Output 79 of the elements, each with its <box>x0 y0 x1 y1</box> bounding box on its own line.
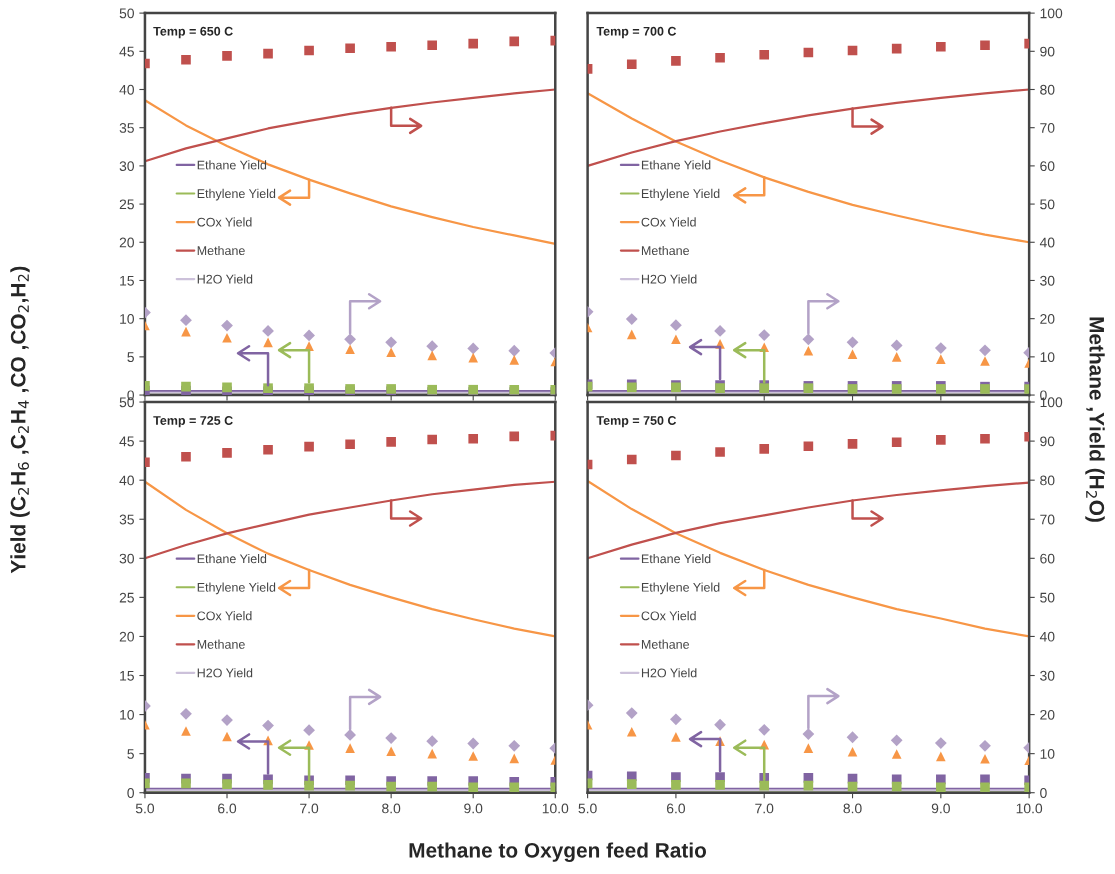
y2-tick-label: 90 <box>1040 46 1055 57</box>
y2-tick-label: 60 <box>1040 161 1055 172</box>
legend-label: H2O Yield <box>641 274 697 284</box>
y-tick-label: 20 <box>119 631 134 642</box>
x-tick-label: 10.0 <box>1016 803 1043 814</box>
x-tick-label: 6.0 <box>666 803 686 814</box>
y2-tick-label: 10 <box>1040 748 1055 759</box>
y-tick-label: 35 <box>119 123 134 133</box>
legend-label: Methane <box>641 639 690 649</box>
y2-tick-label: 10 <box>1040 352 1055 363</box>
y2-tick-label: 0 <box>1040 788 1047 798</box>
x-tick-label: 6.0 <box>218 803 237 814</box>
y2-tick-label: 20 <box>1040 313 1055 324</box>
text: Temp = 725 C <box>153 416 233 428</box>
y2-tick-label: 80 <box>1040 84 1055 95</box>
x-tick-label: 5.0 <box>578 803 597 814</box>
y-tick-label: 5 <box>127 352 134 363</box>
y-tick-label: 5 <box>127 749 134 759</box>
y2-tick-label: 60 <box>1040 553 1055 564</box>
legend-label: Methane <box>641 245 690 256</box>
legend-label: H2O Yield <box>197 668 253 678</box>
legend-label: Ethane Yield <box>197 554 267 564</box>
y2-tick-label: 20 <box>1040 709 1055 720</box>
x-tick-label: 7.0 <box>300 803 319 814</box>
y2-tick-label: 40 <box>1039 237 1055 248</box>
y2-tick-label: 70 <box>1040 123 1055 133</box>
y-tick-label: 30 <box>119 161 134 172</box>
x-tick-label: 8.0 <box>843 803 862 814</box>
y2-tick-label: 70 <box>1040 514 1055 525</box>
y2-tick-label: 50 <box>1040 199 1055 210</box>
y-tick-label: 30 <box>119 553 134 564</box>
y2-tick-label: 40 <box>1039 631 1055 642</box>
y-tick-label: 40 <box>119 475 134 486</box>
y2-tick-label: 80 <box>1040 475 1055 486</box>
legend-label: Methane <box>197 639 245 649</box>
y-tick-label: 10 <box>120 313 134 324</box>
y-tick-label: 45 <box>119 436 134 447</box>
text: Temp = 750 C <box>596 416 677 428</box>
legend-label: Methane <box>197 245 245 256</box>
legend-label: Ethylene Yield <box>197 188 276 201</box>
legend-label: COx Yield <box>197 611 252 621</box>
legend-label: COx Yield <box>641 611 696 621</box>
text: Temp = 650 C <box>153 26 233 39</box>
legend-label: COx Yield <box>641 217 696 227</box>
y-tick-label: 35 <box>119 514 134 525</box>
y-tick-label: 25 <box>119 199 134 210</box>
x-axis-title: Methane to Oxygen feed Ratio <box>409 842 707 862</box>
legend-label: Ethylene Yield <box>197 582 276 595</box>
y-tick-label: 40 <box>119 84 134 95</box>
y2-tick-label: 100 <box>1040 8 1063 19</box>
legend-label: H2O Yield <box>641 668 697 678</box>
x-tick-label: 9.0 <box>464 803 483 814</box>
legend-label: Ethylene Yield <box>641 188 720 201</box>
x-tick-label: 5.0 <box>135 803 155 814</box>
legend-label: Ethane Yield <box>641 554 711 564</box>
y2-tick-label: 90 <box>1040 436 1055 447</box>
y2-tick-label: 30 <box>1040 670 1055 681</box>
legend-label: Ethane Yield <box>641 160 711 170</box>
y-tick-label: 0 <box>127 788 134 798</box>
x-tick-label: 8.0 <box>382 803 401 814</box>
y-tick-label: 45 <box>119 46 134 57</box>
x-tick-label: 10.0 <box>542 803 569 814</box>
x-tick-label: 9.0 <box>931 803 950 814</box>
x-tick-label: 7.0 <box>755 803 774 814</box>
legend-label: H2O Yield <box>197 274 253 284</box>
legend-label: Ethylene Yield <box>641 582 720 595</box>
y-tick-label: 50 <box>119 8 134 19</box>
y-tick-label: 10 <box>120 709 134 720</box>
y-tick-label: 25 <box>119 592 134 603</box>
legend-label: Ethane Yield <box>197 160 267 170</box>
y2-tick-label: 30 <box>1040 275 1055 286</box>
y-tick-label: 20 <box>119 237 134 248</box>
y2-tick-label: 50 <box>1040 592 1055 603</box>
text: Temp = 700 C <box>596 26 677 39</box>
y2-axis-title: Methane ,Yield (H$_{2}$O) <box>1085 317 1105 522</box>
text: Yield (C$_{2}$H$_{6}$ ,C$_{2}$H$_{4}$ ,CO ,CO$_{2}$,H$_{2}$) <box>10 266 30 574</box>
legend-label: COx Yield <box>197 217 252 227</box>
y-tick-label: 15 <box>120 275 134 286</box>
y-tick-label: 15 <box>120 670 134 681</box>
